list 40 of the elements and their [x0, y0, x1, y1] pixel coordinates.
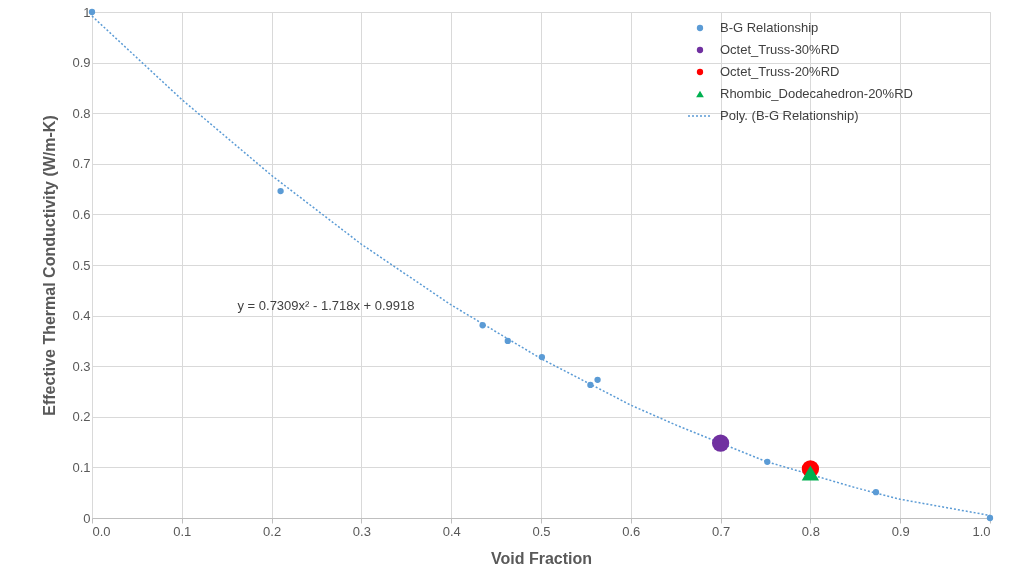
x-tick-label: 0.7 [712, 523, 731, 539]
y-tick-label: 0.9 [72, 55, 91, 71]
point [479, 322, 486, 329]
legend-label: B-G Relationship [720, 20, 819, 35]
point [711, 434, 730, 452]
annotation: y = 0.7309x² - 1.718x + 0.9918 [237, 298, 415, 313]
y-tick-label: 0.7 [72, 156, 91, 172]
y-tick-label: 0.5 [72, 257, 91, 273]
y-axis-title: Effective Thermal Conductivity (W/m-K) [41, 115, 59, 416]
point [538, 353, 546, 361]
point [277, 187, 284, 195]
point [764, 458, 771, 465]
legend-label: Octet_Truss-30%RD [720, 42, 840, 57]
point [801, 465, 820, 481]
point [587, 381, 594, 389]
x-tick-label: 0.0 [92, 523, 111, 539]
x-tick-label: 0.2 [263, 523, 282, 539]
y-tick-label: 0.8 [72, 105, 91, 121]
point [594, 376, 601, 384]
x-tick-label: 0.8 [801, 523, 820, 539]
x-axis-title: Void Fraction [490, 549, 593, 567]
y-tick-label: 0.2 [72, 409, 91, 425]
y-tick-label: 0.3 [72, 358, 91, 374]
legend-label: Rhombic_Dodecahedron-20%RD [720, 86, 913, 101]
y-tick-label: 0.6 [72, 206, 91, 222]
y-tick-label: 1 [83, 4, 91, 20]
x-tick-label: 0.1 [173, 523, 192, 539]
x-tick-label: 1.0 [972, 523, 991, 539]
x-tick-label: 0.5 [532, 523, 551, 539]
x-tick-label: 0.3 [352, 523, 371, 539]
x-tick-label: 0.6 [622, 523, 641, 539]
x-tick-label: 0.4 [442, 523, 461, 539]
y-tick-label: 0.4 [72, 308, 91, 324]
y-tick-label: 0 [83, 510, 91, 526]
point [504, 337, 511, 345]
legend-label: Octet_Truss-20%RD [720, 64, 840, 79]
point [872, 489, 880, 496]
legend-label: Poly. (B-G Relationship) [720, 108, 859, 123]
y-tick-label: 0.1 [72, 459, 91, 475]
x-tick-label: 0.9 [891, 523, 910, 539]
